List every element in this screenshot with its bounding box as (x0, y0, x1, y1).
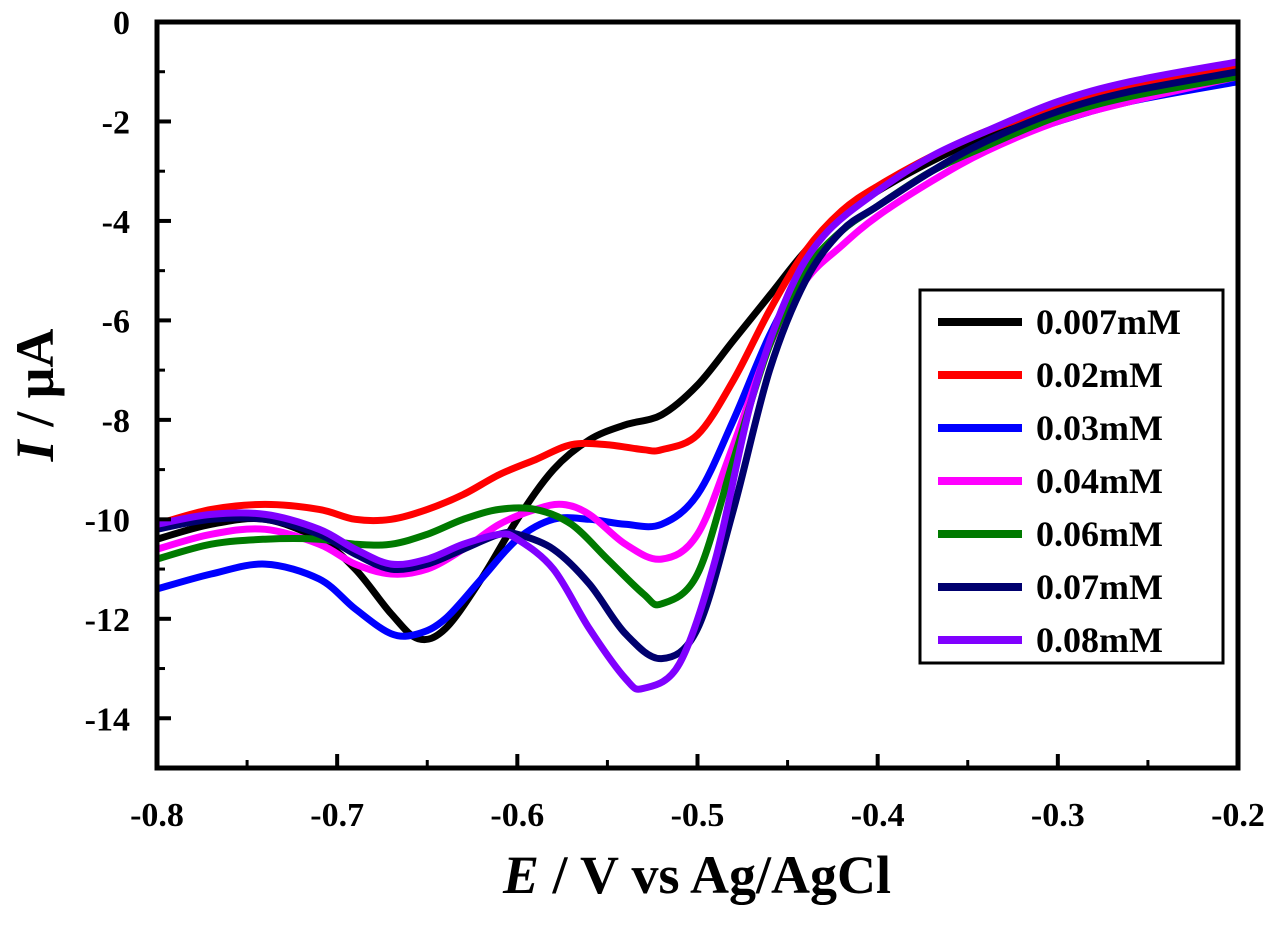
legend-box (918, 288, 1225, 665)
legend-label: 0.04mM (1036, 461, 1163, 501)
y-tick-label: -10 (85, 502, 130, 539)
y-tick-label: -14 (85, 701, 130, 738)
legend: 0.007mM 0.02mM 0.03mM 0.04mM 0.06mM 0.07mM 0.0… (918, 288, 1225, 665)
series-line-0.08mM (157, 58, 1238, 693)
legend-label: 0.08mM (1036, 620, 1163, 660)
y-tick-label: -12 (85, 602, 130, 639)
x-tick-label: -0.3 (1031, 797, 1085, 834)
y-tick-label: -4 (102, 204, 130, 241)
series-layer (157, 58, 1238, 693)
x-tick-label: -0.8 (130, 797, 184, 834)
y-axis-title: I / μA (5, 329, 65, 463)
x-axis: -0.8 -0.7 -0.6 -0.5 -0.4 -0.3 -0.2 (130, 754, 1265, 834)
x-axis-title: E / V vs Ag/AgCl (502, 845, 891, 905)
series-line-0.04mM (157, 73, 1238, 578)
legend-label: 0.02mM (1036, 355, 1163, 395)
series-line-0.007mM (157, 68, 1238, 644)
y-tick-label: -2 (102, 104, 130, 141)
y-tick-label: -8 (102, 403, 130, 440)
series-line-0.07mM (157, 68, 1238, 663)
legend-label: 0.07mM (1036, 567, 1163, 607)
x-tick-label: -0.5 (671, 797, 725, 834)
y-tick-label: -6 (102, 303, 130, 340)
y-axis: 0 -2 -4 -6 -8 -10 -12 -14 (85, 5, 171, 770)
x-tick-label: -0.6 (490, 797, 544, 834)
legend-label: 0.06mM (1036, 514, 1163, 554)
x-tick-label: -0.4 (851, 797, 905, 834)
y-tick-label: 0 (113, 5, 130, 42)
x-tick-label: -0.2 (1211, 797, 1265, 834)
legend-label: 0.007mM (1036, 302, 1181, 342)
legend-label: 0.03mM (1036, 408, 1163, 448)
x-tick-label: -0.7 (310, 797, 364, 834)
